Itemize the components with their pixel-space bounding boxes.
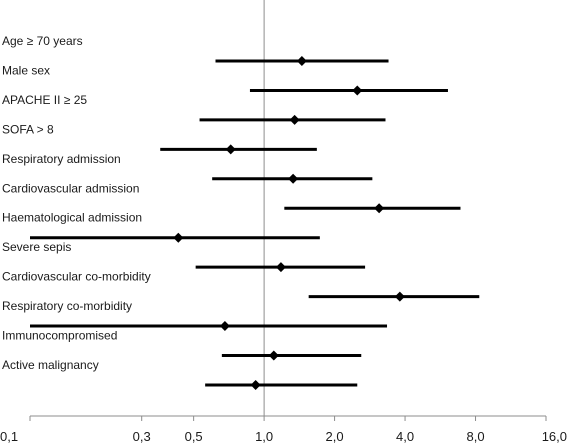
- estimate-diamond: [352, 85, 363, 96]
- row-label: SOFA > 8: [2, 122, 54, 136]
- x-axis-ticks: 0,1 0,3 0,5 1,0 2,0 4,0 8,0 16,0: [0, 416, 567, 444]
- row-label: Cardiovascular co-morbidity: [2, 270, 151, 284]
- row-label: APACHE II ≥ 25: [2, 93, 87, 107]
- estimate-diamond: [288, 173, 299, 184]
- point-estimates: [173, 56, 405, 390]
- row-label: Respiratory co-morbidity: [2, 299, 132, 313]
- x-tick-label: 4,0: [396, 429, 414, 444]
- x-tick-label: 0,3: [133, 429, 151, 444]
- estimate-diamond: [275, 262, 286, 273]
- row-label: Severe sepis: [2, 240, 71, 254]
- estimate-diamond: [250, 379, 261, 390]
- row-labels: Age ≥ 70 years Male sex APACHE II ≥ 25 SOFA…: [2, 34, 151, 372]
- row-label: Haematological admission: [2, 211, 142, 225]
- row-label: Age ≥ 70 years: [2, 34, 83, 48]
- x-tick-label: 2,0: [326, 429, 344, 444]
- estimate-diamond: [268, 350, 279, 361]
- estimate-diamond: [296, 56, 307, 66]
- row-label: Active malignancy: [2, 358, 99, 372]
- x-tick-label: 1,0: [255, 429, 273, 444]
- row-label: Cardiovascular admission: [2, 181, 139, 195]
- x-tick-label: 0,5: [185, 429, 203, 444]
- estimate-diamond: [173, 232, 184, 243]
- estimate-diamond: [219, 321, 230, 332]
- row-label: Respiratory admission: [2, 152, 121, 166]
- estimate-diamond: [289, 114, 300, 125]
- x-tick-label: 0,1: [0, 429, 18, 444]
- row-label: Immunocompromised: [2, 329, 117, 343]
- row-label: Male sex: [2, 63, 50, 77]
- x-tick-label: 16,0: [542, 429, 567, 444]
- estimate-diamond: [374, 203, 385, 214]
- estimate-diamond: [394, 291, 405, 302]
- x-tick-label: 8,0: [466, 429, 484, 444]
- estimate-diamond: [225, 144, 236, 155]
